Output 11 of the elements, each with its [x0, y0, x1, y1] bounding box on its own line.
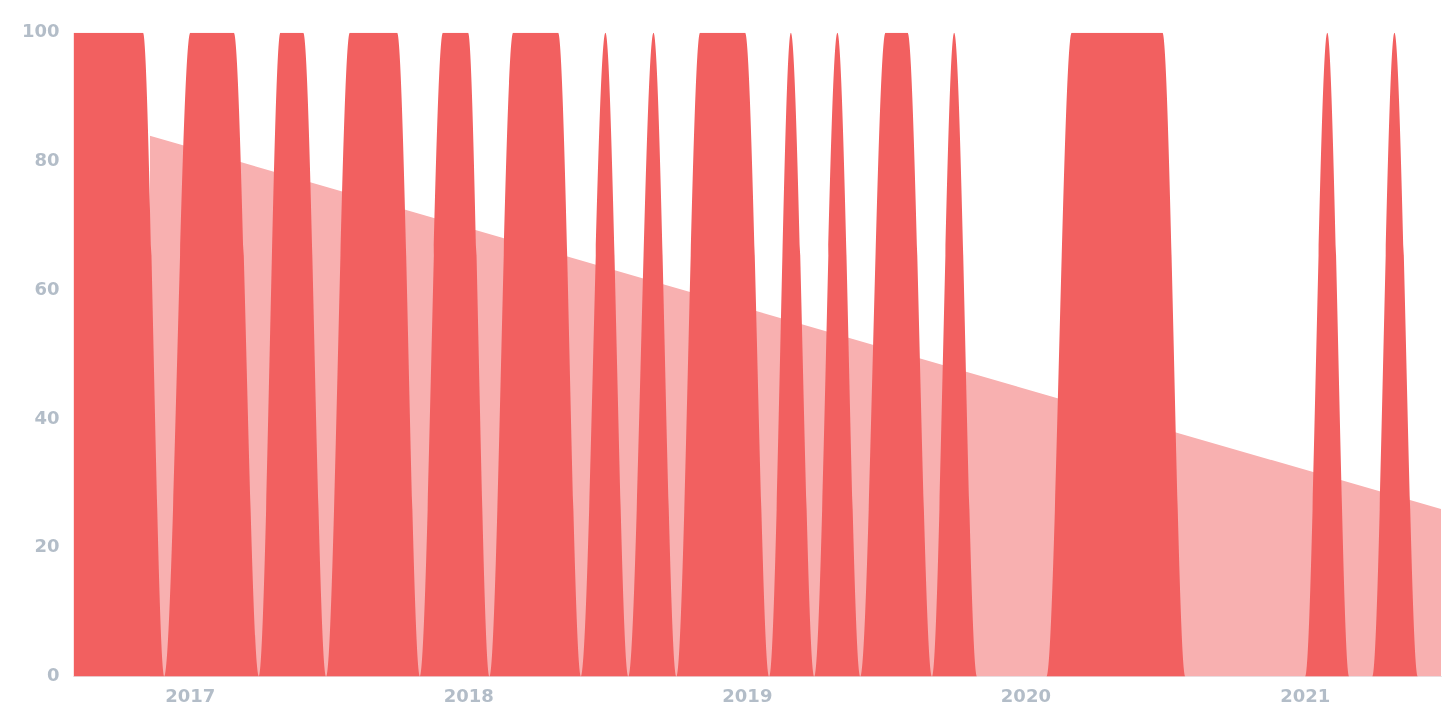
y-tick-label: 60 [34, 277, 60, 299]
x-tick-label: 2018 [443, 684, 494, 706]
y-tick-label: 100 [22, 20, 60, 42]
x-tick-label: 2020 [1000, 684, 1051, 706]
y-tick-label: 40 [34, 406, 60, 428]
y-tick-label: 0 [47, 664, 60, 686]
x-tick-label: 2021 [1280, 684, 1331, 706]
x-tick-label: 2019 [722, 684, 773, 706]
x-tick-label: 2017 [165, 684, 216, 706]
y-tick-label: 80 [34, 149, 60, 171]
y-tick-label: 20 [34, 535, 60, 557]
